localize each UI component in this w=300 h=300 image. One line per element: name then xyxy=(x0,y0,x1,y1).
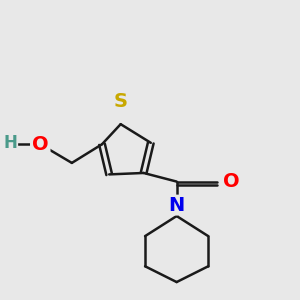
Text: H: H xyxy=(3,134,17,152)
Text: O: O xyxy=(32,135,49,154)
Text: S: S xyxy=(114,92,128,111)
Text: N: N xyxy=(169,196,185,214)
Text: O: O xyxy=(223,172,239,191)
